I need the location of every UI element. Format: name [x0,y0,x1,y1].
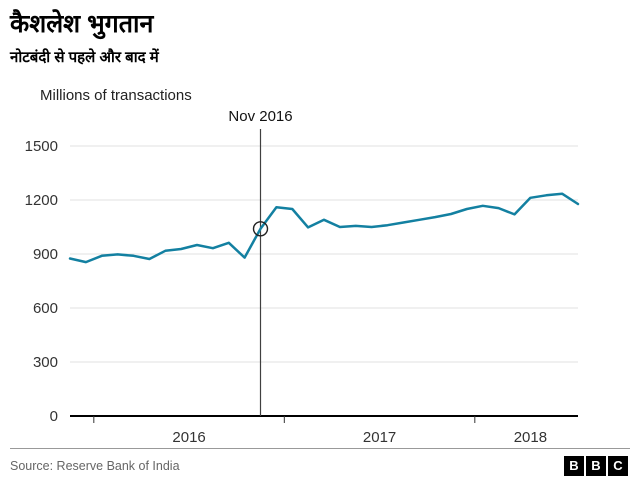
chart-subtitle: नोटबंदी से पहले और बाद में [10,48,159,66]
svg-text:1200: 1200 [25,192,58,209]
bbc-logo-letter: C [608,455,628,476]
bbc-logo-letter: B [586,455,606,476]
svg-text:900: 900 [33,246,58,263]
chart-title: कैशलेश भुगतान [10,10,154,38]
line-chart: 0 300 600 900 1200 1500 2016 2017 2018 Nov 2016 [25,108,580,444]
source-label: Source: Reserve Bank of India [10,458,180,473]
svg-text:2017: 2017 [363,429,396,444]
svg-text:0: 0 [50,408,58,425]
bbc-logo: B B C [564,455,628,476]
footer: Source: Reserve Bank of India B B C [10,447,630,476]
svg-text:2016: 2016 [172,429,205,444]
svg-text:1500: 1500 [25,138,58,155]
bbc-logo-letter: B [564,455,584,476]
chart-card: कैशलेश भुगतान नोटबंदी से पहले और बाद में… [10,10,630,476]
svg-text:2018: 2018 [514,429,547,444]
svg-text:300: 300 [33,354,58,371]
y-axis-unit-label: Millions of transactions [40,86,192,104]
svg-text:Nov 2016: Nov 2016 [228,108,292,125]
svg-text:600: 600 [33,300,58,317]
